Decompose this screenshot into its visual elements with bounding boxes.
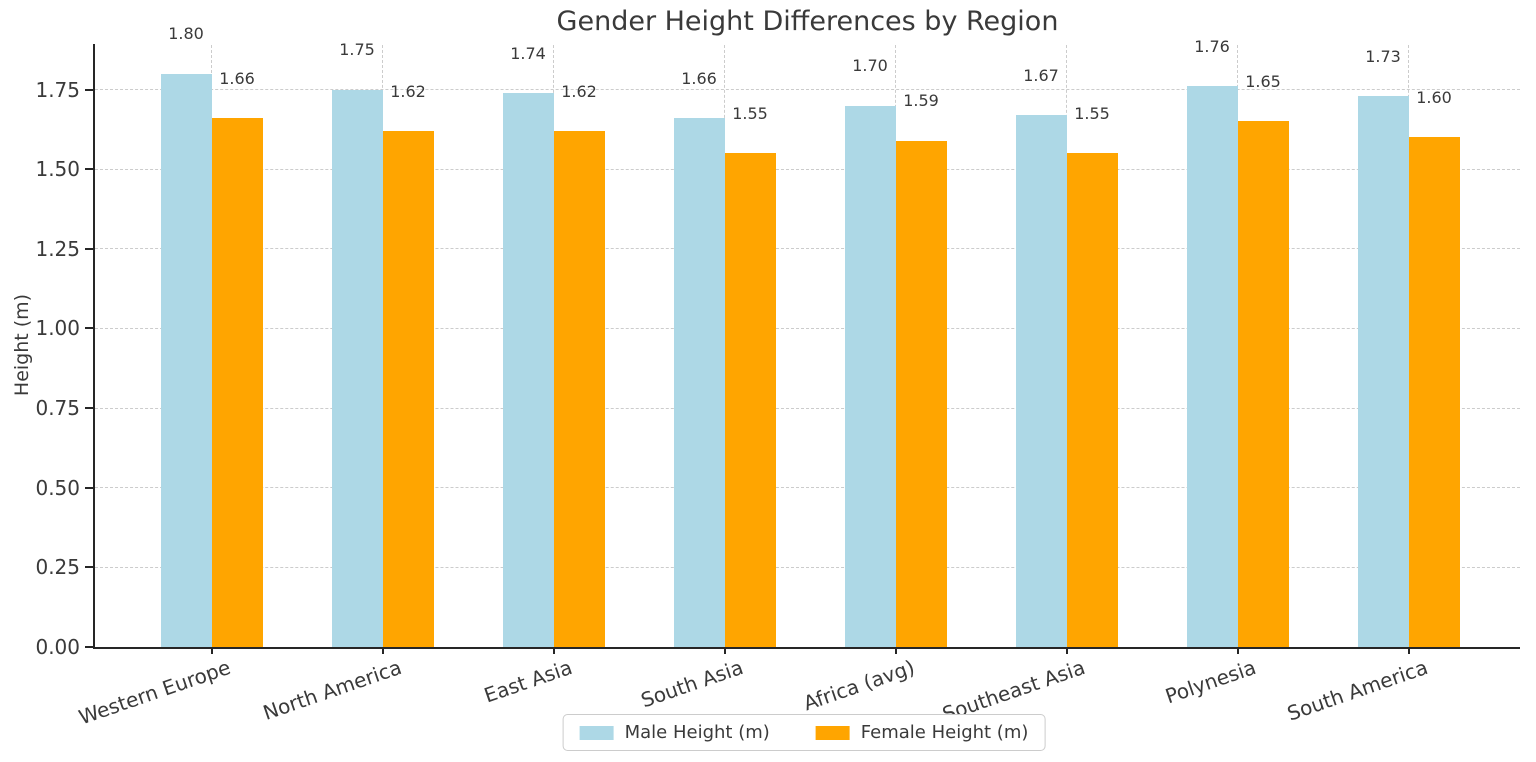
x-tick-mark — [723, 649, 726, 654]
x-tick-label: Africa (avg) — [800, 655, 918, 716]
y-gridline — [95, 327, 1520, 329]
bar-value-label: 1.62 — [390, 81, 426, 101]
x-tick-label: North America — [259, 655, 405, 725]
bar-value-label: 1.66 — [219, 69, 255, 88]
male-bar — [1015, 115, 1067, 647]
male-bar — [1357, 95, 1409, 647]
y-tick-label: 0.00 — [35, 635, 80, 659]
x-tick-mark — [1236, 649, 1239, 654]
male-bar — [160, 73, 212, 647]
x-tick-mark — [1407, 649, 1410, 654]
bar-value-label: 1.65 — [1245, 72, 1281, 92]
y-tick-label: 0.25 — [35, 555, 80, 580]
y-tick-label: 0.75 — [35, 396, 80, 421]
bar-value-label: 1.55 — [1074, 104, 1110, 124]
chart-title: Gender Height Differences by Region — [556, 6, 1059, 37]
y-axis-line — [93, 44, 95, 649]
y-tick-mark — [85, 247, 93, 250]
legend-label: Male Height (m) — [624, 722, 770, 743]
x-tick-mark — [1065, 649, 1068, 654]
female-bar — [895, 140, 947, 647]
male-bar — [1186, 86, 1238, 647]
y-gridline — [95, 168, 1520, 170]
y-gridline — [95, 487, 1520, 489]
x-tick-label: East Asia — [481, 655, 576, 708]
y-tick-mark — [85, 646, 93, 648]
y-tick-mark — [85, 407, 93, 410]
x-tick-mark — [552, 649, 555, 654]
bar-value-label: 1.76 — [1194, 37, 1230, 57]
x-axis-line — [93, 647, 1520, 649]
male-bar — [502, 92, 554, 647]
bar-value-label: 1.75 — [339, 40, 375, 60]
y-tick-label: 1.75 — [35, 77, 80, 102]
bar-value-label: 1.62 — [561, 81, 597, 101]
legend-item: Male Height (m) — [579, 722, 770, 743]
male-bar — [673, 118, 725, 647]
female-bar — [553, 131, 605, 647]
x-tick-label: South Asia — [637, 655, 747, 713]
y-gridline — [95, 89, 1520, 91]
female-bar — [382, 131, 434, 647]
legend-swatch-female-icon — [815, 725, 850, 740]
y-axis-title: Height (m) — [11, 293, 33, 397]
bar-value-label: 1.66 — [681, 69, 717, 88]
y-tick-mark — [85, 88, 93, 91]
female-bar — [1237, 121, 1289, 647]
y-tick-mark — [85, 327, 93, 330]
y-tick-label: 0.50 — [35, 475, 80, 500]
legend-swatch-male-icon — [579, 725, 614, 740]
y-tick-mark — [85, 486, 93, 489]
y-tick-label: 1.00 — [35, 316, 80, 341]
x-tick-mark — [894, 649, 897, 654]
legend: Male Height (m) Female Height (m) — [562, 714, 1046, 751]
bar-value-label: 1.80 — [168, 24, 204, 44]
y-gridline — [95, 566, 1520, 568]
y-tick-label: 1.25 — [35, 236, 80, 261]
male-bar — [331, 89, 383, 647]
y-tick-label: 1.50 — [35, 157, 80, 182]
y-gridline — [95, 248, 1520, 250]
y-tick-mark — [85, 168, 93, 171]
y-gridline — [95, 407, 1520, 409]
bar-value-label: 1.67 — [1023, 65, 1059, 85]
x-tick-label: South America — [1283, 655, 1431, 726]
female-bar — [211, 118, 263, 647]
legend-item: Female Height (m) — [815, 722, 1029, 743]
legend-label: Female Height (m) — [860, 722, 1029, 743]
x-tick-label: Western Europe — [75, 655, 234, 730]
x-tick-mark — [381, 649, 384, 654]
bar-value-label: 1.70 — [852, 56, 888, 76]
bar-value-label: 1.74 — [510, 43, 546, 63]
bar-value-label: 1.59 — [903, 91, 939, 111]
x-tick-mark — [210, 649, 213, 654]
x-tick-label: Polynesia — [1162, 655, 1260, 709]
bar-value-label: 1.60 — [1416, 88, 1452, 108]
bar-value-label: 1.73 — [1365, 46, 1401, 66]
male-bar — [844, 105, 896, 647]
female-bar — [724, 153, 776, 647]
bar-value-label: 1.55 — [732, 104, 768, 124]
female-bar — [1066, 153, 1118, 647]
female-bar — [1408, 137, 1460, 647]
y-tick-mark — [85, 566, 93, 569]
